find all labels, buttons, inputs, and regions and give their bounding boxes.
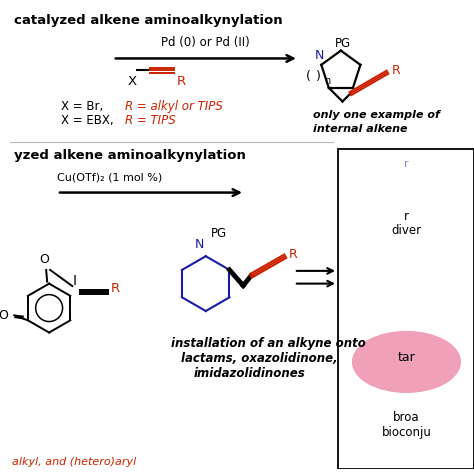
Text: broa: broa (393, 411, 420, 424)
Text: R: R (110, 282, 119, 294)
Text: O: O (0, 309, 9, 322)
Text: r: r (404, 159, 409, 169)
Text: installation of an alkyne onto: installation of an alkyne onto (172, 337, 366, 350)
Text: R: R (289, 248, 298, 261)
Text: R = alkyl or TIPS: R = alkyl or TIPS (126, 100, 223, 112)
Text: catalyzed alkene aminoalkynylation: catalyzed alkene aminoalkynylation (14, 14, 283, 27)
Bar (338, 149, 474, 469)
Text: only one example of: only one example of (313, 110, 440, 120)
Text: yzed alkene aminoalkynylation: yzed alkene aminoalkynylation (14, 149, 246, 163)
Text: tar: tar (398, 351, 415, 364)
Text: Cu(OTf)₂ (1 mol %): Cu(OTf)₂ (1 mol %) (57, 173, 162, 183)
Text: N: N (195, 238, 205, 251)
Text: X = Br,: X = Br, (61, 100, 103, 112)
Text: PG: PG (335, 37, 351, 50)
Text: Pd (0) or Pd (II): Pd (0) or Pd (II) (161, 36, 250, 49)
Text: I: I (72, 274, 76, 288)
Text: lactams, oxazolidinone,: lactams, oxazolidinone, (181, 352, 338, 365)
Text: R: R (176, 75, 185, 88)
Text: imidazolidinones: imidazolidinones (194, 367, 306, 380)
Text: X = EBX,: X = EBX, (61, 114, 113, 127)
Text: n: n (324, 76, 330, 86)
Text: diver: diver (392, 224, 421, 237)
Text: bioconju: bioconju (382, 426, 431, 438)
Text: internal alkene: internal alkene (313, 124, 408, 134)
Text: R: R (392, 64, 400, 77)
Text: N: N (315, 49, 324, 62)
Text: alkyl, and (hetero)aryl: alkyl, and (hetero)aryl (12, 457, 136, 467)
Ellipse shape (353, 332, 460, 392)
Text: (: ( (306, 70, 310, 82)
Text: R = TIPS: R = TIPS (126, 114, 176, 127)
Text: PG: PG (210, 227, 227, 239)
Text: X: X (128, 75, 137, 88)
Text: ): ) (316, 70, 321, 82)
Text: r: r (404, 210, 409, 223)
Text: O: O (39, 253, 49, 266)
